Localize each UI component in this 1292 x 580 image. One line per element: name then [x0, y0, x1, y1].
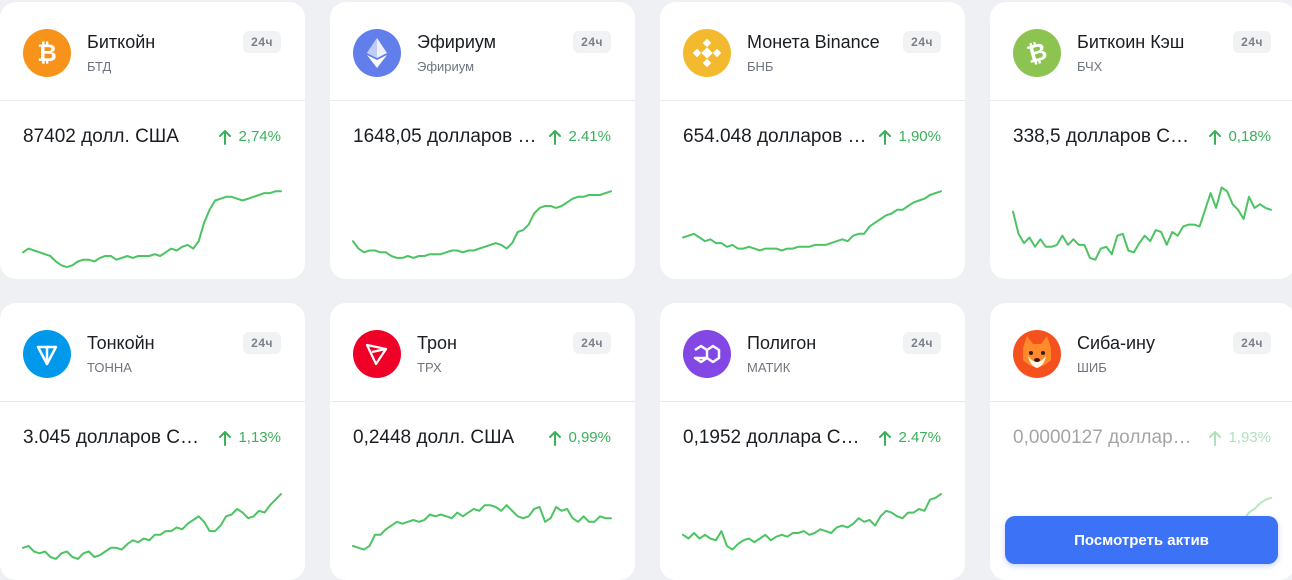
sparkline-chart — [352, 190, 612, 259]
asset-price: 87402 долл. США — [23, 126, 179, 147]
bitcoin-icon: ₿ — [23, 29, 71, 77]
asset-price: 0,2448 долл. США — [353, 427, 515, 448]
change-value: 2.47% — [898, 429, 941, 446]
asset-name: Биткоин Кэш — [1077, 32, 1185, 52]
card-header: Тонкойн ТОННА 24ч — [0, 303, 305, 402]
timeframe-badge: 24ч — [573, 332, 611, 354]
asset-price: 654.048 долларов США — [683, 126, 868, 147]
asset-card[interactable]: ₿ Биткойн БТД 24ч 87402 долл. США 2,74% — [0, 2, 305, 279]
arrow-up-icon — [219, 129, 232, 145]
sparkline-chart — [682, 493, 942, 551]
asset-ticker: МАТИК — [747, 360, 791, 375]
timeframe-badge: 24ч — [243, 31, 281, 53]
asset-card[interactable]: Эфириум Эфириум 24ч 1648,05 долларов США 2.4… — [330, 2, 635, 279]
arrow-up-icon — [879, 129, 892, 145]
timeframe-badge: 24ч — [243, 332, 281, 354]
sparkline-chart — [352, 504, 612, 551]
timeframe-badge: 24ч — [903, 332, 941, 354]
price-change: 2.41% — [548, 128, 611, 145]
arrow-up-icon — [879, 430, 892, 446]
ethereum-icon — [353, 29, 401, 77]
asset-ticker: БНБ — [747, 59, 774, 74]
price-change: 0,18% — [1208, 128, 1271, 145]
asset-ticker: БТД — [87, 59, 112, 74]
card-header: Сиба-ину ШИБ 24ч — [990, 303, 1292, 402]
arrow-up-icon — [1209, 129, 1222, 145]
card-header: Трон ТРХ 24ч — [330, 303, 635, 402]
card-header: Монета Binance БНБ 24ч — [660, 2, 965, 101]
card-header: Полигон МАТИК 24ч — [660, 303, 965, 402]
sparkline — [352, 504, 612, 551]
asset-price: 1648,05 долларов США — [353, 126, 538, 147]
sparkline — [682, 190, 942, 252]
change-value: 1,93% — [1228, 429, 1271, 446]
asset-ticker: БЧХ — [1077, 59, 1103, 74]
asset-card[interactable]: ₿ Биткоин Кэш БЧХ 24ч 338,5 долларов США 0,18… — [990, 2, 1292, 279]
asset-card[interactable]: Трон ТРХ 24ч 0,2448 долл. США 0,99% — [330, 303, 635, 580]
asset-ticker: Эфириум — [417, 59, 475, 74]
sparkline-chart — [682, 190, 942, 252]
change-value: 2.41% — [568, 128, 611, 145]
asset-ticker: ТРХ — [417, 360, 442, 375]
price-change: 1,90% — [878, 128, 941, 145]
change-value: 1,90% — [898, 128, 941, 145]
arrow-up-icon — [549, 430, 562, 446]
svg-text:₿: ₿ — [1025, 39, 1049, 67]
sparkline — [352, 190, 612, 259]
asset-card[interactable]: Полигон МАТИК 24ч 0,1952 доллара США 2.47% — [660, 303, 965, 580]
price-change: 2,74% — [218, 128, 281, 145]
timeframe-badge: 24ч — [1233, 332, 1271, 354]
asset-name: Эфириум — [417, 32, 497, 52]
asset-name: Монета Binance — [747, 32, 880, 52]
price-change: 2.47% — [878, 429, 941, 446]
asset-price: 0,1952 доллара США — [683, 427, 868, 448]
card-header: Эфириум Эфириум 24ч — [330, 2, 635, 101]
asset-name: Тонкойн — [87, 333, 155, 353]
asset-name: Сиба-ину — [1077, 333, 1155, 353]
arrow-up-icon — [219, 430, 232, 446]
polygon-icon — [683, 330, 731, 378]
sparkline — [1012, 186, 1272, 261]
toncoin-icon — [23, 330, 71, 378]
asset-name: Полигон — [747, 333, 817, 353]
bitcoin-cash-icon: ₿ — [1013, 29, 1061, 77]
sparkline-chart — [22, 190, 282, 269]
change-value: 1,13% — [238, 429, 281, 446]
asset-card[interactable]: Монета Binance БНБ 24ч 654.048 долларов США… — [660, 2, 965, 279]
sparkline-chart — [1012, 186, 1272, 261]
card-header: ₿ Биткоин Кэш БЧХ 24ч — [990, 2, 1292, 101]
sparkline — [22, 190, 282, 269]
asset-price: 338,5 долларов США — [1013, 126, 1198, 147]
card-header: ₿ Биткойн БТД 24ч — [0, 2, 305, 101]
shiba-inu-icon — [1013, 330, 1061, 378]
sparkline-chart — [22, 493, 282, 560]
price-change: 1,93% — [1208, 429, 1271, 446]
asset-card[interactable]: Тонкойн ТОННА 24ч 3.045 долларов США 1,13% — [0, 303, 305, 580]
price-change: 0,99% — [548, 429, 611, 446]
change-value: 0,18% — [1228, 128, 1271, 145]
view-asset-button[interactable]: Посмотреть актив — [1005, 516, 1278, 564]
asset-ticker: ТОННА — [87, 360, 132, 375]
asset-ticker: ШИБ — [1077, 360, 1107, 375]
asset-name: Биткойн — [87, 32, 156, 52]
arrow-up-icon — [549, 129, 562, 145]
price-change: 1,13% — [218, 429, 281, 446]
sparkline — [682, 493, 942, 551]
timeframe-badge: 24ч — [903, 31, 941, 53]
change-value: 0,99% — [568, 429, 611, 446]
asset-name: Трон — [417, 333, 457, 353]
svg-text:₿: ₿ — [37, 40, 57, 67]
asset-price: 3.045 долларов США — [23, 427, 208, 448]
sparkline — [22, 493, 282, 560]
binance-icon — [683, 29, 731, 77]
change-value: 2,74% — [238, 128, 281, 145]
timeframe-badge: 24ч — [1233, 31, 1271, 53]
timeframe-badge: 24ч — [573, 31, 611, 53]
asset-price: 0,0000127 доллара США — [1013, 427, 1198, 448]
arrow-up-icon — [1209, 430, 1222, 446]
tron-icon — [353, 330, 401, 378]
